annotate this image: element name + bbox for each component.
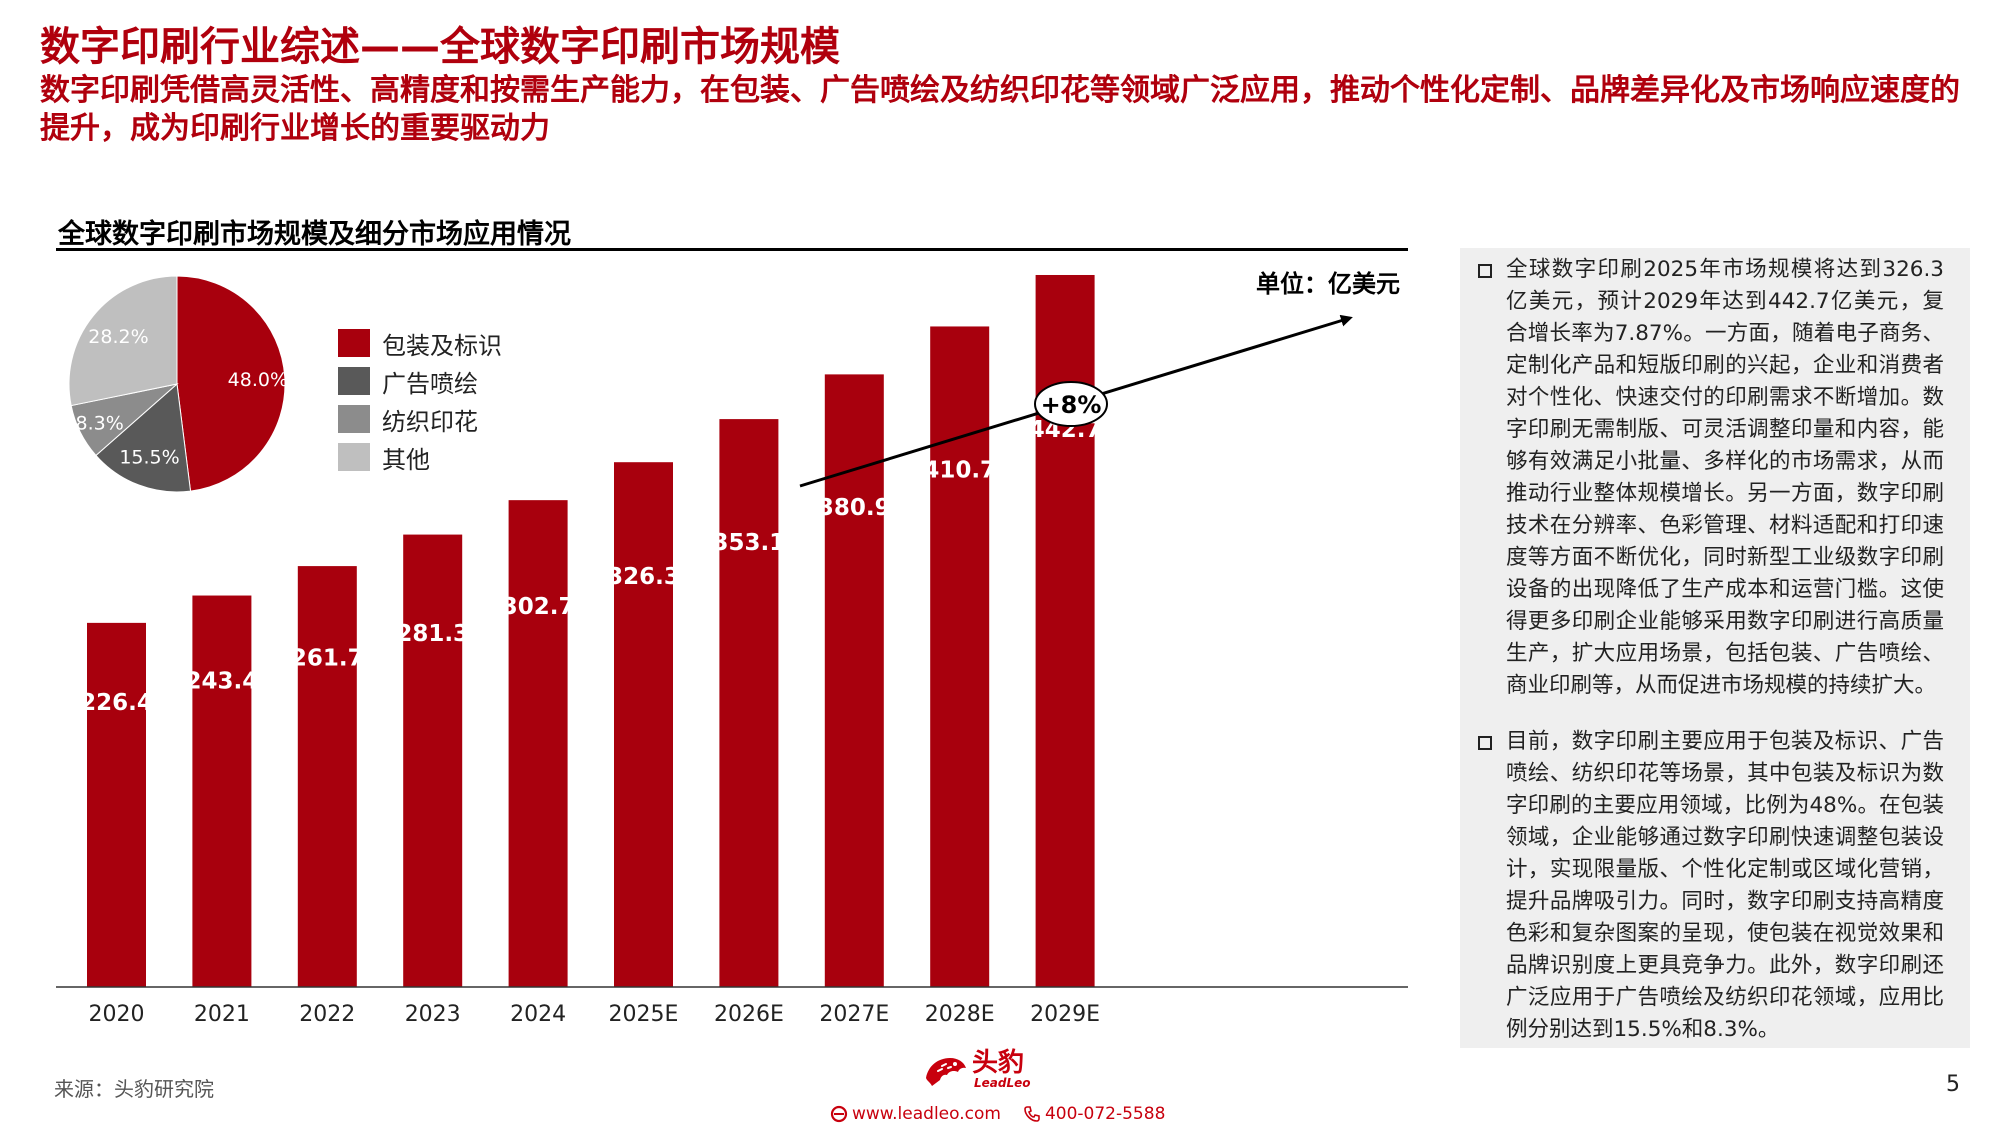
x-tick-label: 2027E — [819, 1002, 889, 1027]
x-tick-label: 2026E — [714, 1002, 784, 1027]
x-tick-label: 2024 — [510, 1002, 566, 1027]
chart-title-rule — [56, 248, 1408, 251]
growth-label: +8% — [1041, 391, 1102, 419]
legend-label: 广告喷绘 — [382, 369, 478, 398]
pie-value-label: 8.3% — [76, 412, 124, 434]
bar-value-label: 410.7 — [923, 457, 996, 483]
leadleo-logo: 头豹 LeadLeo — [922, 1050, 1031, 1090]
bar-value-label: 302.7 — [502, 594, 575, 620]
x-tick-label: 2022 — [299, 1002, 355, 1027]
x-tick-label: 2020 — [89, 1002, 145, 1027]
page-number: 5 — [1946, 1072, 1960, 1097]
website-link[interactable]: www.leadleo.com — [852, 1104, 1001, 1124]
legend-swatch — [338, 367, 370, 395]
bar — [930, 326, 990, 987]
logo-en: LeadLeo — [974, 1076, 1031, 1090]
analysis-text: 目前，数字印刷主要应用于包装及标识、广告喷绘、纺织印花等场景，其中包装及标识为数… — [1506, 729, 1944, 1042]
bar-value-label: 353.1 — [713, 530, 786, 556]
legend-item: 包装及标识 — [338, 324, 502, 362]
bar — [403, 534, 463, 987]
bar — [719, 419, 779, 987]
legend-item: 广告喷绘 — [338, 362, 502, 400]
pie-value-label: 15.5% — [119, 447, 179, 469]
analysis-paragraph: 目前，数字印刷主要应用于包装及标识、广告喷绘、纺织印花等场景，其中包装及标识为数… — [1478, 726, 1944, 1046]
legend-label: 纺织印花 — [382, 407, 478, 436]
legend-swatch — [338, 405, 370, 433]
legend-item: 其他 — [338, 438, 502, 476]
page-title: 数字印刷行业综述——全球数字印刷市场规模 — [40, 24, 840, 70]
growth-annotation: +8% — [799, 314, 1353, 488]
analysis-panel: 全球数字印刷2025年市场规模将达到326.3亿美元，预计2029年达到442.… — [1460, 248, 1970, 1048]
chart-title: 全球数字印刷市场规模及细分市场应用情况 — [58, 219, 571, 250]
bar-value-label: 380.9 — [818, 495, 891, 521]
pie-legend: 包装及标识 广告喷绘 纺织印花 其他 — [338, 324, 502, 476]
checkbox-bullet-icon — [1478, 264, 1492, 278]
bar-value-label: 326.3 — [607, 564, 680, 590]
bar-value-label: 261.7 — [291, 646, 364, 672]
contact-info: www.leadleo.com 400-072-5588 — [830, 1104, 1169, 1124]
pie-slice — [95, 383, 192, 493]
x-tick-label: 2021 — [194, 1002, 250, 1027]
x-tick-label: 2028E — [925, 1002, 995, 1027]
bar-value-label: 281.3 — [396, 621, 469, 647]
legend-swatch — [338, 329, 370, 357]
bar — [824, 374, 884, 987]
bar — [297, 566, 357, 987]
bar-value-label: 226.4 — [80, 690, 153, 716]
phone-number: 400-072-5588 — [1044, 1104, 1166, 1124]
bar — [87, 622, 146, 987]
bar — [192, 595, 252, 987]
leopard-logo-icon — [926, 1058, 966, 1086]
legend-label: 其他 — [382, 445, 430, 474]
pie-value-label: 48.0% — [228, 369, 288, 391]
legend-swatch — [338, 443, 370, 471]
growth-badge — [1034, 381, 1108, 427]
pie-slice — [176, 275, 286, 492]
phone-icon — [1024, 1106, 1040, 1122]
pie-value-label: 28.2% — [88, 326, 148, 348]
x-tick-label: 2029E — [1030, 1002, 1100, 1027]
page-subtitle: 数字印刷凭借高灵活性、高精度和按需生产能力，在包装、广告喷绘及纺织印花等领域广泛… — [40, 73, 1960, 146]
analysis-text: 全球数字印刷2025年市场规模将达到326.3亿美元，预计2029年达到442.… — [1506, 257, 1944, 698]
application-pie-chart: 48.0% 15.5% 8.3% 28.2% — [68, 275, 288, 493]
pie-slice — [68, 275, 178, 407]
analysis-paragraph: 全球数字印刷2025年市场规模将达到326.3亿美元，预计2029年达到442.… — [1478, 254, 1944, 702]
legend-item: 纺织印花 — [338, 400, 502, 438]
unit-label: 单位：亿美元 — [1256, 270, 1400, 298]
x-tick-label: 2025E — [609, 1002, 679, 1027]
bar-value-label: 243.4 — [186, 669, 259, 695]
bar — [614, 462, 673, 988]
source-note: 来源：头豹研究院 — [54, 1077, 214, 1101]
checkbox-bullet-icon — [1478, 736, 1492, 750]
bar — [508, 500, 568, 987]
browser-icon — [830, 1105, 848, 1123]
x-tick-label: 2023 — [405, 1002, 461, 1027]
logo-cn: 头豹 — [972, 1048, 1025, 1078]
legend-label: 包装及标识 — [382, 331, 502, 360]
